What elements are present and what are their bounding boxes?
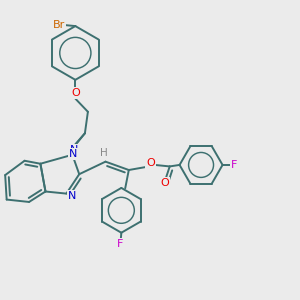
Text: Br: Br xyxy=(53,20,65,30)
Text: F: F xyxy=(231,160,237,170)
Text: O: O xyxy=(146,158,155,168)
Text: F: F xyxy=(117,239,123,249)
Text: N: N xyxy=(69,149,77,159)
Text: O: O xyxy=(160,178,169,188)
Text: N: N xyxy=(68,191,76,201)
Text: H: H xyxy=(100,148,108,158)
Text: O: O xyxy=(71,88,80,98)
Text: N: N xyxy=(70,145,79,155)
